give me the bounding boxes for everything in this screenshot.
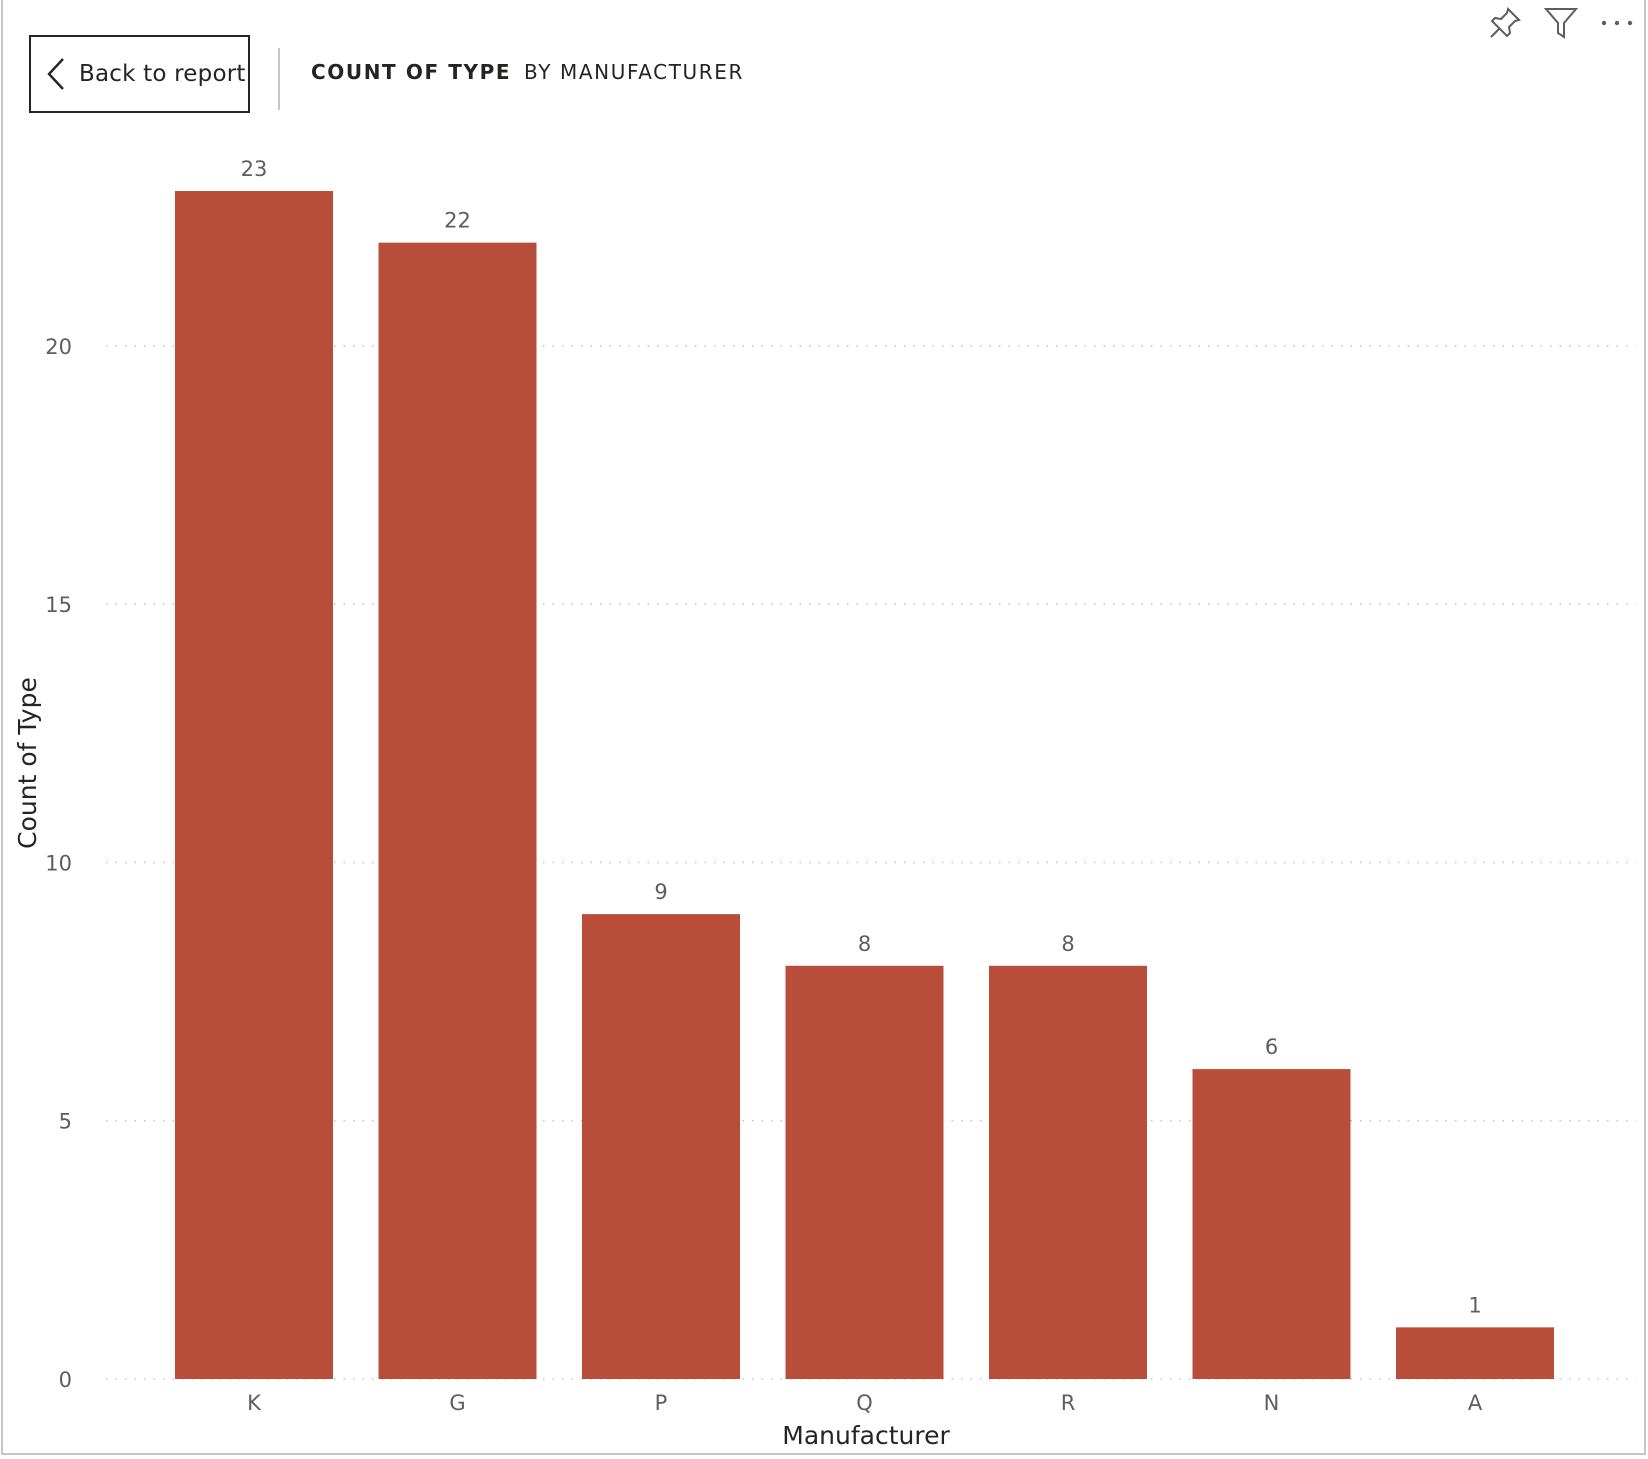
x-tick-label-G: G bbox=[449, 1391, 465, 1415]
y-axis-title: Count of Type bbox=[13, 677, 42, 849]
pin-icon[interactable] bbox=[1484, 4, 1526, 42]
chevron-left-icon bbox=[33, 36, 79, 112]
filter-icon[interactable] bbox=[1540, 4, 1582, 42]
y-tick-label: 15 bbox=[45, 593, 72, 617]
bar-K[interactable] bbox=[175, 191, 333, 1379]
bar-G[interactable] bbox=[378, 242, 537, 1379]
y-tick-label: 5 bbox=[59, 1110, 72, 1134]
bars bbox=[175, 191, 1554, 1379]
visual-title: COUNT OF TYPE bbox=[311, 60, 512, 84]
y-axis-ticks: 0 5 10 15 20 bbox=[45, 335, 72, 1392]
back-to-report-button[interactable]: Back to report bbox=[29, 35, 250, 113]
data-label-Q: 8 bbox=[858, 932, 871, 956]
y-tick-label: 20 bbox=[45, 335, 72, 359]
bar-N[interactable] bbox=[1192, 1069, 1351, 1379]
data-label-G: 22 bbox=[444, 209, 471, 233]
data-label-A: 1 bbox=[1468, 1293, 1481, 1317]
x-tick-label-N: N bbox=[1264, 1391, 1280, 1415]
x-tick-label-Q: Q bbox=[856, 1391, 873, 1415]
more-options-icon[interactable] bbox=[1596, 4, 1638, 42]
bar-A[interactable] bbox=[1396, 1327, 1554, 1379]
data-labels: 23 22 9 8 8 6 1 bbox=[241, 157, 1482, 1317]
x-tick-label-A: A bbox=[1468, 1391, 1483, 1415]
back-to-report-label: Back to report bbox=[79, 61, 246, 87]
visual-subtitle: BY MANUFACTURER bbox=[524, 60, 744, 84]
data-label-P: 9 bbox=[654, 880, 667, 904]
x-tick-label-K: K bbox=[247, 1391, 262, 1415]
header-divider bbox=[278, 48, 280, 110]
x-axis-title: Manufacturer bbox=[782, 1421, 950, 1450]
visual-header-toolbar bbox=[1484, 4, 1638, 42]
bar-P[interactable] bbox=[582, 914, 740, 1379]
y-tick-label: 0 bbox=[59, 1368, 72, 1392]
y-tick-label: 10 bbox=[45, 851, 72, 875]
x-tick-label-P: P bbox=[655, 1391, 668, 1415]
bar-Q[interactable] bbox=[785, 965, 944, 1379]
data-label-N: 6 bbox=[1265, 1035, 1278, 1059]
data-label-K: 23 bbox=[241, 157, 268, 181]
data-label-R: 8 bbox=[1061, 932, 1074, 956]
x-tick-label-R: R bbox=[1061, 1391, 1076, 1415]
bar-R[interactable] bbox=[989, 965, 1147, 1379]
